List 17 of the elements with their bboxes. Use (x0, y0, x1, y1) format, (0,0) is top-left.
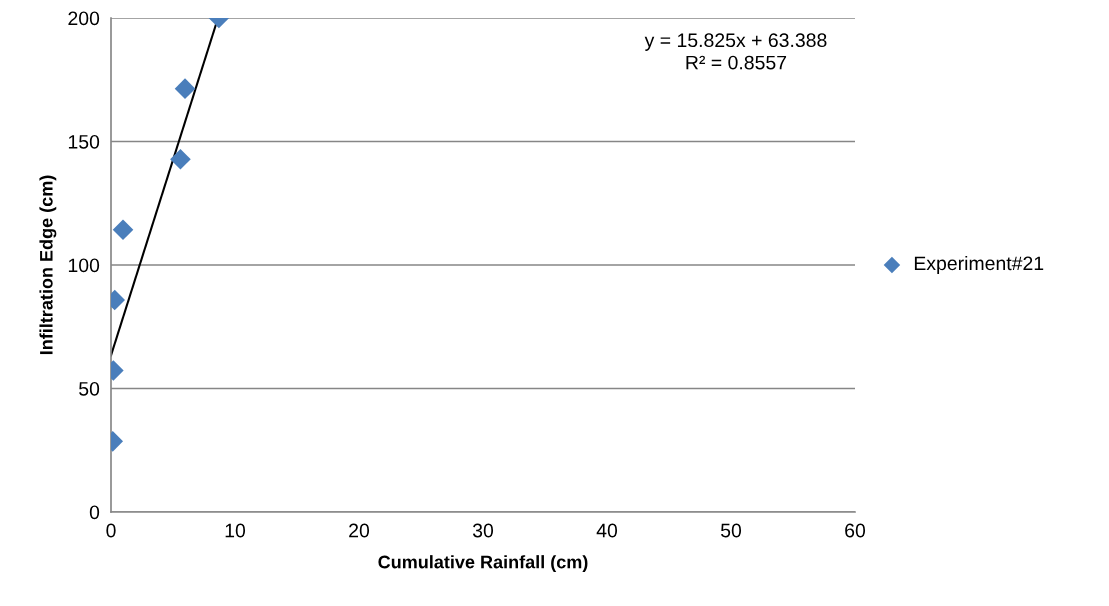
x-tick-label: 20 (349, 523, 370, 538)
x-tick-label: 60 (845, 523, 866, 538)
x-axis-title: Cumulative Rainfall (cm) (378, 555, 588, 572)
y-axis-title: Infiltration Edge (cm) (39, 175, 57, 355)
x-tick-label: 30 (472, 523, 494, 538)
y-tick-label: 150 (68, 134, 100, 149)
y-tick-label: 50 (79, 381, 100, 396)
x-tick-label: 0 (106, 523, 116, 538)
y-tick-label: 0 (89, 505, 100, 520)
y-tick-label: 200 (68, 11, 100, 26)
x-tick-label: 50 (720, 523, 742, 538)
legend-label: Experiment#21 (914, 255, 1044, 275)
x-tick-label: 10 (225, 523, 246, 538)
annotation: y = 15.825x + 63.388 (644, 33, 827, 51)
y-tick-label: 100 (68, 258, 100, 273)
x-tick-label: 40 (596, 523, 618, 538)
annotation: R² = 0.8557 (686, 55, 787, 70)
